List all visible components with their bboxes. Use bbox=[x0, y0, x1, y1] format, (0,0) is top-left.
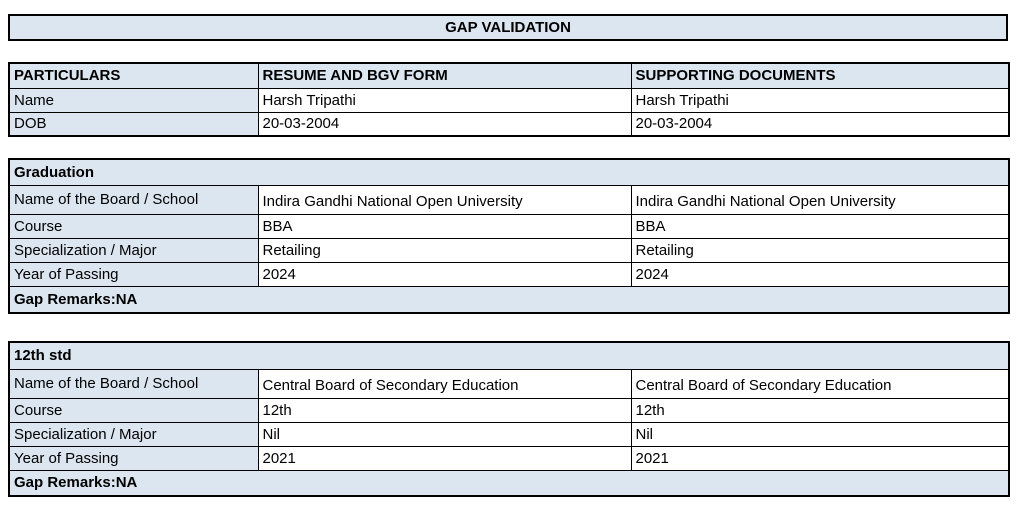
resume-value-cell: 2024 bbox=[257, 261, 632, 287]
resume-value-cell: 12th bbox=[257, 397, 632, 423]
table-row-name: Name Harsh Tripathi Harsh Tripathi bbox=[8, 87, 1010, 113]
table-row-course: Course 12th 12th bbox=[8, 397, 1010, 423]
resume-value-cell: 2021 bbox=[257, 445, 632, 471]
section-header-row-12th-std: 12th std bbox=[8, 341, 1010, 370]
supporting-value-cell: 20-03-2004 bbox=[630, 111, 1010, 137]
page-title-text: GAP VALIDATION bbox=[445, 19, 571, 36]
table-row-year-of-passing: Year of Passing 2024 2024 bbox=[8, 261, 1010, 287]
table-row-board-school: Name of the Board / School Indira Gandhi… bbox=[8, 184, 1010, 215]
table-row-course: Course BBA BBA bbox=[8, 213, 1010, 239]
row-label-cell: Name of the Board / School bbox=[8, 184, 259, 215]
section-title: Graduation bbox=[8, 158, 1010, 186]
row-label-cell: Course bbox=[8, 397, 259, 423]
page-title: GAP VALIDATION bbox=[8, 14, 1008, 41]
gap-remarks-row: Gap Remarks:NA bbox=[8, 469, 1010, 497]
table-row-specialization: Specialization / Major Retailing Retaili… bbox=[8, 237, 1010, 263]
resume-value-cell: Central Board of Secondary Education bbox=[257, 368, 632, 399]
twelfth-std-table: 12th std Name of the Board / School Cent… bbox=[8, 341, 1011, 497]
gap-remarks-row: Gap Remarks:NA bbox=[8, 285, 1010, 314]
column-header-supporting-docs: SUPPORTING DOCUMENTS bbox=[630, 62, 1010, 89]
supporting-value-cell: 12th bbox=[630, 397, 1010, 423]
supporting-value-cell: BBA bbox=[630, 213, 1010, 239]
row-label-cell: Specialization / Major bbox=[8, 237, 259, 263]
table-row-dob: DOB 20-03-2004 20-03-2004 bbox=[8, 111, 1010, 137]
supporting-value-cell: Nil bbox=[630, 421, 1010, 447]
resume-value-cell: Harsh Tripathi bbox=[257, 87, 632, 113]
row-label-cell: Name bbox=[8, 87, 259, 113]
row-label-cell: Year of Passing bbox=[8, 261, 259, 287]
gap-remarks-text: Gap Remarks:NA bbox=[8, 469, 1010, 497]
column-header-resume-bgv: RESUME AND BGV FORM bbox=[257, 62, 632, 89]
column-header-particulars: PARTICULARS bbox=[8, 62, 259, 89]
particulars-table: PARTICULARS RESUME AND BGV FORM SUPPORTI… bbox=[8, 62, 1010, 137]
section-title: 12th std bbox=[8, 341, 1010, 370]
resume-value-cell: Nil bbox=[257, 421, 632, 447]
resume-value-cell: Retailing bbox=[257, 237, 632, 263]
table-row-year-of-passing: Year of Passing 2021 2021 bbox=[8, 445, 1010, 471]
gap-remarks-text: Gap Remarks:NA bbox=[8, 285, 1010, 314]
supporting-value-cell: Central Board of Secondary Education bbox=[630, 368, 1010, 399]
row-label-cell: DOB bbox=[8, 111, 259, 137]
table-row-board-school: Name of the Board / School Central Board… bbox=[8, 368, 1010, 399]
table-row-specialization: Specialization / Major Nil Nil bbox=[8, 421, 1010, 447]
row-label-cell: Name of the Board / School bbox=[8, 368, 259, 399]
supporting-value-cell: Retailing bbox=[630, 237, 1010, 263]
row-label-cell: Specialization / Major bbox=[8, 421, 259, 447]
supporting-value-cell: 2024 bbox=[630, 261, 1010, 287]
supporting-value-cell: Harsh Tripathi bbox=[630, 87, 1010, 113]
resume-value-cell: BBA bbox=[257, 213, 632, 239]
section-header-row-graduation: Graduation bbox=[8, 158, 1010, 186]
resume-value-cell: 20-03-2004 bbox=[257, 111, 632, 137]
row-label-cell: Course bbox=[8, 213, 259, 239]
resume-value-cell: Indira Gandhi National Open University bbox=[257, 184, 632, 215]
particulars-header-row: PARTICULARS RESUME AND BGV FORM SUPPORTI… bbox=[8, 62, 1010, 89]
supporting-value-cell: 2021 bbox=[630, 445, 1010, 471]
supporting-value-cell: Indira Gandhi National Open University bbox=[630, 184, 1010, 215]
graduation-table: Graduation Name of the Board / School In… bbox=[8, 158, 1011, 314]
row-label-cell: Year of Passing bbox=[8, 445, 259, 471]
